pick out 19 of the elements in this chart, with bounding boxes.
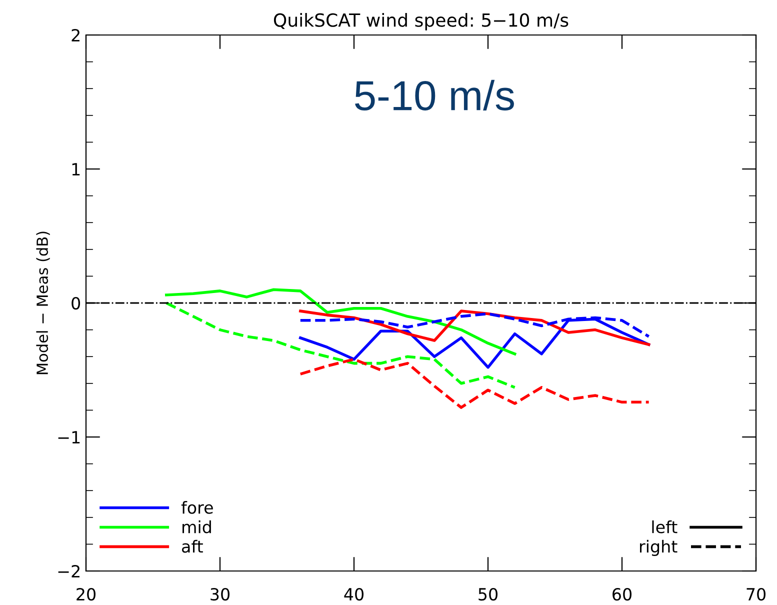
chart-title: QuikSCAT wind speed: 5−10 m/s bbox=[274, 12, 568, 30]
legend-label: mid bbox=[182, 520, 211, 534]
legend-label: fore bbox=[181, 500, 213, 514]
y-tick-label: 2 bbox=[72, 28, 80, 42]
x-tick-label: 40 bbox=[344, 588, 364, 601]
y-axis-title: Model − Meas (dB) bbox=[36, 232, 50, 374]
x-tick-label: 60 bbox=[612, 588, 632, 601]
x-tick-label: 50 bbox=[478, 588, 498, 601]
y-tick-label: −1 bbox=[58, 431, 80, 444]
annotation: left bbox=[652, 520, 678, 534]
x-tick-label: 70 bbox=[746, 588, 766, 601]
annotation: 5-10 m/s bbox=[355, 80, 514, 111]
x-tick-label: 30 bbox=[210, 588, 230, 601]
y-tick-label: 1 bbox=[72, 163, 80, 176]
legend-label: aft bbox=[182, 540, 203, 553]
y-tick-label: −2 bbox=[58, 564, 80, 578]
y-tick-label: 0 bbox=[72, 296, 80, 310]
x-tick-label: 20 bbox=[76, 588, 96, 601]
annotation: right bbox=[640, 540, 678, 556]
